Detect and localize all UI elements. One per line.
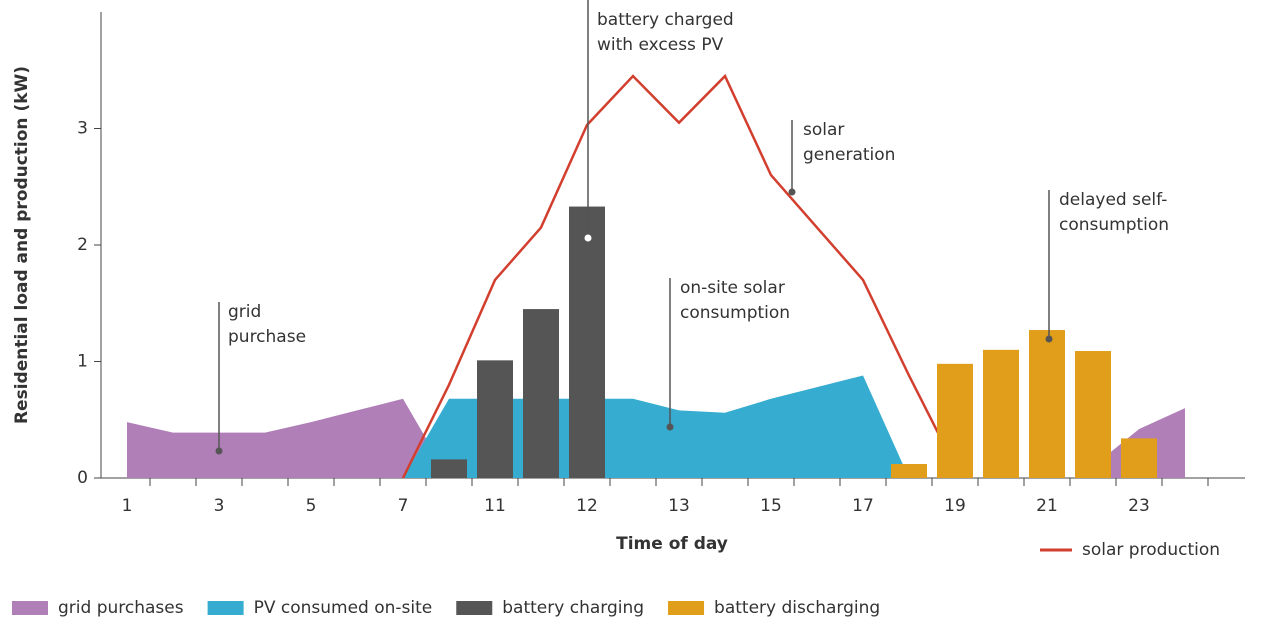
y-axis-title: Residential load and production (kW) — [12, 66, 32, 424]
x-tick-label: 7 — [398, 496, 409, 516]
x-axis-title: Time of day — [616, 534, 728, 554]
legend-swatch — [207, 601, 244, 615]
legend-swatch — [12, 601, 48, 615]
legend-label: battery charging — [502, 598, 644, 618]
annotation-text: delayed self- — [1059, 190, 1167, 210]
x-tick-label: 5 — [306, 496, 317, 516]
y-tick-label: 3 — [77, 119, 88, 139]
x-tick-label: 19 — [944, 496, 966, 516]
legend-label: grid purchases — [58, 598, 184, 618]
bar — [569, 206, 605, 478]
annotation-dot — [215, 447, 223, 455]
annotation-text: generation — [803, 145, 895, 165]
bar — [523, 309, 559, 478]
x-tick-label: 21 — [1036, 496, 1058, 516]
y-tick-label: 1 — [77, 352, 88, 372]
legend-label: solar production — [1082, 540, 1220, 560]
annotation-dot — [788, 188, 796, 196]
annotation-text: on-site solar — [680, 278, 785, 298]
bar — [983, 349, 1019, 478]
bar — [1075, 351, 1111, 478]
annotation-text: battery charged — [597, 10, 734, 30]
x-tick-label: 17 — [852, 496, 874, 516]
annotation-text: with excess PV — [597, 35, 724, 55]
bar — [477, 360, 513, 478]
legend-swatch — [456, 601, 493, 615]
area — [127, 398, 449, 478]
y-tick-label: 0 — [77, 468, 88, 488]
x-tick-label: 23 — [1128, 496, 1150, 516]
x-tick-label: 12 — [576, 496, 598, 516]
annotation-dot — [666, 423, 674, 431]
annotation-dot — [584, 234, 592, 242]
annotation-text: consumption — [680, 303, 790, 323]
bar — [1121, 438, 1157, 478]
x-tick-label: 11 — [484, 496, 506, 516]
x-tick-label: 15 — [760, 496, 782, 516]
legend-label: battery discharging — [714, 598, 880, 618]
x-tick-label: 13 — [668, 496, 690, 516]
annotation-text: purchase — [228, 327, 306, 347]
annotation-text: grid — [228, 302, 261, 322]
bar — [937, 363, 973, 478]
bar — [431, 459, 467, 478]
bar — [1029, 330, 1065, 478]
line — [401, 73, 957, 479]
legend-swatch — [668, 601, 705, 615]
legend-label: PV consumed on-site — [254, 598, 433, 618]
x-tick-label: 1 — [122, 496, 133, 516]
annotation-text: consumption — [1059, 215, 1169, 235]
bar — [891, 464, 927, 478]
x-tick-label: 3 — [214, 496, 225, 516]
annotation-dot — [1045, 335, 1053, 343]
y-tick-label: 2 — [77, 235, 88, 255]
annotation-text: solar — [803, 120, 844, 140]
